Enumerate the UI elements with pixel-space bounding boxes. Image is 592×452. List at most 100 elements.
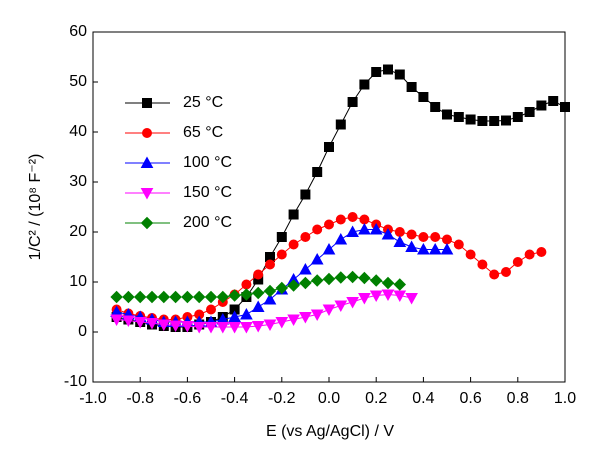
data-point <box>453 112 464 122</box>
y-tick-label: 30 <box>69 173 87 190</box>
data-point <box>228 322 241 334</box>
data-point <box>418 232 429 242</box>
data-point <box>204 290 218 304</box>
x-tick-label: 0.8 <box>507 390 529 407</box>
data-point <box>489 269 500 280</box>
data-point <box>334 300 348 313</box>
data-point <box>358 293 371 305</box>
data-point <box>418 92 429 102</box>
data-point <box>406 82 417 92</box>
data-point <box>465 114 476 125</box>
y-tick-label: 20 <box>69 223 87 240</box>
x-axis-label: E (vs Ag/AgCl) / V <box>266 423 394 440</box>
data-point <box>253 269 264 280</box>
legend-marker <box>142 98 152 108</box>
data-point <box>204 322 218 334</box>
data-point <box>334 232 348 245</box>
y-tick-label: -10 <box>64 373 87 390</box>
data-point <box>275 317 289 329</box>
data-point <box>322 272 336 286</box>
x-tick-label: -0.2 <box>268 390 296 407</box>
data-point <box>263 319 277 332</box>
data-point <box>393 235 407 247</box>
data-point <box>536 100 547 111</box>
data-point <box>206 304 216 315</box>
data-point <box>405 240 418 252</box>
data-point <box>512 112 523 122</box>
data-point <box>133 290 147 304</box>
data-point <box>560 102 570 112</box>
data-point <box>371 67 382 77</box>
series-line <box>116 216 542 320</box>
data-point <box>369 274 383 287</box>
data-point <box>122 315 135 328</box>
data-point <box>110 314 123 327</box>
y-tick-label: 60 <box>69 23 87 40</box>
data-point <box>157 290 171 304</box>
data-point <box>181 290 194 304</box>
legend-marker <box>140 216 154 230</box>
x-tick-label: -0.6 <box>174 390 202 407</box>
data-point <box>287 279 300 292</box>
y-tick-label: 50 <box>69 73 87 90</box>
data-point <box>263 284 277 298</box>
data-point <box>536 247 547 257</box>
data-point <box>287 314 300 327</box>
data-point <box>181 321 194 333</box>
data-point <box>145 290 159 304</box>
data-point <box>310 309 324 322</box>
data-point <box>310 274 324 287</box>
data-point <box>169 290 182 304</box>
data-point <box>192 322 206 334</box>
data-point <box>346 270 359 284</box>
data-point <box>300 189 311 200</box>
data-point <box>347 212 358 222</box>
x-tick-label: 0.0 <box>318 390 340 407</box>
data-point <box>241 279 252 290</box>
x-tick-label: -0.4 <box>221 390 249 407</box>
data-point <box>405 293 418 305</box>
data-point <box>263 292 277 305</box>
data-point <box>334 271 348 284</box>
data-point <box>453 239 464 250</box>
data-point <box>310 252 324 265</box>
data-point <box>288 239 299 250</box>
data-point <box>192 290 206 304</box>
data-point <box>240 307 253 320</box>
data-point <box>430 102 441 112</box>
data-point <box>276 249 287 260</box>
data-point <box>430 232 441 242</box>
data-point <box>240 322 253 334</box>
data-point <box>324 219 334 230</box>
data-point <box>312 167 323 177</box>
data-point <box>335 214 346 225</box>
data-point <box>276 232 287 242</box>
data-point <box>145 318 159 330</box>
data-point <box>312 224 323 235</box>
legend-label: 150 °C <box>183 184 232 201</box>
data-point <box>524 107 535 117</box>
data-point <box>300 232 311 242</box>
data-point <box>228 289 241 302</box>
y-tick-label: 40 <box>69 123 87 140</box>
data-point <box>440 242 454 255</box>
data-point <box>110 290 123 304</box>
data-point <box>228 310 241 322</box>
data-point <box>417 242 430 255</box>
data-point <box>322 242 336 255</box>
x-tick-label: 0.6 <box>459 390 481 407</box>
data-point <box>251 321 265 333</box>
data-point <box>346 297 359 309</box>
data-point <box>369 222 383 235</box>
data-point <box>489 116 500 126</box>
x-tick-label: 1.0 <box>554 390 576 407</box>
data-point <box>133 317 147 329</box>
data-point <box>251 286 265 300</box>
data-point <box>381 227 395 240</box>
data-point <box>216 322 230 334</box>
legend-label: 25 °C <box>183 94 223 111</box>
data-point <box>299 262 312 275</box>
data-point <box>381 276 395 290</box>
data-point <box>346 225 359 237</box>
